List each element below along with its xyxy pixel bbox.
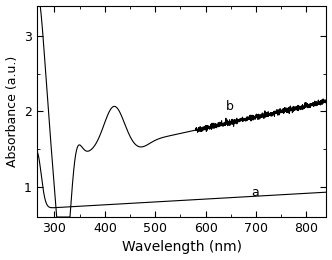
X-axis label: Wavelength (nm): Wavelength (nm) (122, 240, 242, 255)
Text: a: a (251, 186, 259, 199)
Y-axis label: Absorbance (a.u.): Absorbance (a.u.) (6, 56, 19, 167)
Text: b: b (226, 100, 234, 113)
